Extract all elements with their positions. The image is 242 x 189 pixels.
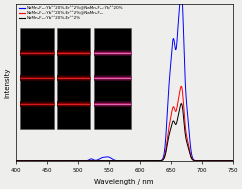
Y-axis label: Intensity: Intensity (4, 67, 10, 98)
NaMn₃F₁₀:Yb³⁺20%,Er³⁺2%@NaMn₃F₁₀ (193, 159, 196, 162)
NaMn₃F₁₀:Yb³⁺20%,Er³⁺2%@NaMn₃F₁₀:Yb³⁺20% (176, 33, 179, 35)
NaMn₃F₁₀:Yb³⁺20%,Er³⁺2%@NaMn₃F₁₀:Yb³⁺20% (144, 160, 147, 162)
Line: NaMn₃F₁₀:Yb³⁺20%,Er³⁺2%@NaMn₃F₁₀:Yb³⁺20%: NaMn₃F₁₀:Yb³⁺20%,Er³⁺2%@NaMn₃F₁₀:Yb³⁺20% (16, 0, 233, 161)
Line: NaMn₃F₁₀:Yb³⁺20%,Er³⁺2%: NaMn₃F₁₀:Yb³⁺20%,Er³⁺2% (16, 104, 233, 161)
NaMn₃F₁₀:Yb³⁺20%,Er³⁺2%@NaMn₃F₁₀ (180, 85, 183, 88)
NaMn₃F₁₀:Yb³⁺20%,Er³⁺2%@NaMn₃F₁₀:Yb³⁺20% (193, 159, 196, 161)
NaMn₃F₁₀:Yb³⁺20%,Er³⁺2% (144, 160, 147, 162)
NaMn₃F₁₀:Yb³⁺20%,Er³⁺2% (180, 102, 183, 105)
NaMn₃F₁₀:Yb³⁺20%,Er³⁺2%@NaMn₃F₁₀ (144, 160, 147, 162)
NaMn₃F₁₀:Yb³⁺20%,Er³⁺2%@NaMn₃F₁₀ (231, 160, 234, 162)
Legend: NaMn₃F₁₀:Yb³⁺20%,Er³⁺2%@NaMn₃F₁₀:Yb³⁺20%, NaMn₃F₁₀:Yb³⁺20%,Er³⁺2%@NaMn₃F₁₀, NaMn: NaMn₃F₁₀:Yb³⁺20%,Er³⁺2%@NaMn₃F₁₀:Yb³⁺20%… (18, 5, 124, 21)
NaMn₃F₁₀:Yb³⁺20%,Er³⁺2%@NaMn₃F₁₀:Yb³⁺20% (54, 160, 57, 162)
NaMn₃F₁₀:Yb³⁺20%,Er³⁺2%@NaMn₃F₁₀:Yb³⁺20% (155, 160, 158, 162)
NaMn₃F₁₀:Yb³⁺20%,Er³⁺2%@NaMn₃F₁₀ (54, 160, 57, 162)
NaMn₃F₁₀:Yb³⁺20%,Er³⁺2%@NaMn₃F₁₀ (155, 160, 158, 162)
NaMn₃F₁₀:Yb³⁺20%,Er³⁺2%@NaMn₃F₁₀:Yb³⁺20% (14, 160, 17, 162)
NaMn₃F₁₀:Yb³⁺20%,Er³⁺2%@NaMn₃F₁₀:Yb³⁺20% (97, 158, 100, 160)
NaMn₃F₁₀:Yb³⁺20%,Er³⁺2% (54, 160, 57, 162)
NaMn₃F₁₀:Yb³⁺20%,Er³⁺2%@NaMn₃F₁₀ (176, 103, 179, 105)
NaMn₃F₁₀:Yb³⁺20%,Er³⁺2% (193, 159, 196, 162)
NaMn₃F₁₀:Yb³⁺20%,Er³⁺2%@NaMn₃F₁₀ (14, 160, 17, 162)
Line: NaMn₃F₁₀:Yb³⁺20%,Er³⁺2%@NaMn₃F₁₀: NaMn₃F₁₀:Yb³⁺20%,Er³⁺2%@NaMn₃F₁₀ (16, 86, 233, 161)
X-axis label: Wavelength / nm: Wavelength / nm (94, 179, 154, 185)
NaMn₃F₁₀:Yb³⁺20%,Er³⁺2%@NaMn₃F₁₀ (97, 160, 100, 162)
NaMn₃F₁₀:Yb³⁺20%,Er³⁺2% (97, 160, 100, 162)
NaMn₃F₁₀:Yb³⁺20%,Er³⁺2% (155, 160, 158, 162)
NaMn₃F₁₀:Yb³⁺20%,Er³⁺2% (231, 160, 234, 162)
NaMn₃F₁₀:Yb³⁺20%,Er³⁺2% (176, 118, 179, 120)
NaMn₃F₁₀:Yb³⁺20%,Er³⁺2% (14, 160, 17, 162)
NaMn₃F₁₀:Yb³⁺20%,Er³⁺2%@NaMn₃F₁₀:Yb³⁺20% (231, 160, 234, 162)
